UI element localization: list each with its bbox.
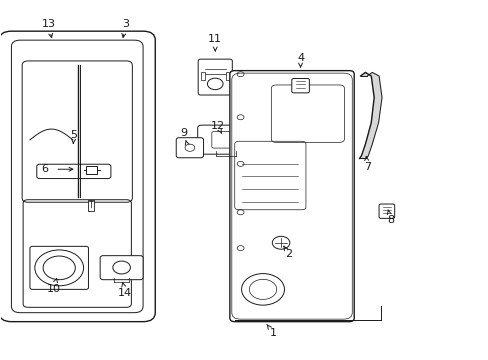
Text: 14: 14	[118, 288, 132, 298]
Text: 11: 11	[208, 35, 222, 44]
Circle shape	[272, 236, 289, 249]
FancyBboxPatch shape	[198, 59, 232, 95]
FancyBboxPatch shape	[0, 31, 155, 321]
Polygon shape	[359, 72, 381, 158]
FancyBboxPatch shape	[197, 125, 256, 154]
Circle shape	[35, 250, 83, 286]
Text: 4: 4	[296, 53, 304, 63]
Text: 1: 1	[270, 328, 277, 338]
Text: 13: 13	[41, 19, 55, 29]
Text: 3: 3	[122, 19, 129, 29]
Text: 12: 12	[210, 121, 224, 131]
Text: 5: 5	[70, 130, 77, 140]
Bar	[225, 72, 229, 80]
Bar	[86, 166, 97, 174]
FancyBboxPatch shape	[378, 204, 394, 219]
FancyBboxPatch shape	[229, 71, 353, 321]
Text: 2: 2	[284, 248, 291, 258]
Text: T: T	[88, 201, 93, 210]
FancyBboxPatch shape	[176, 138, 203, 158]
Text: 9: 9	[180, 128, 187, 138]
Text: 8: 8	[386, 215, 393, 225]
FancyBboxPatch shape	[291, 78, 309, 93]
Text: 6: 6	[41, 164, 48, 174]
Text: 10: 10	[46, 284, 60, 294]
Text: 7: 7	[363, 162, 370, 172]
Bar	[200, 72, 204, 80]
FancyBboxPatch shape	[100, 256, 143, 280]
